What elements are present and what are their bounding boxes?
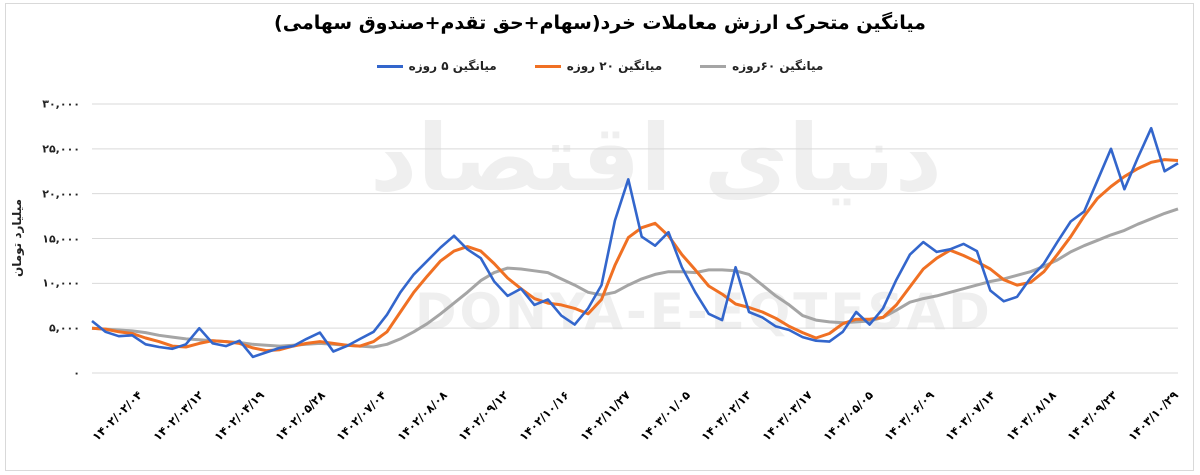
y-tick-label: ۲۰,۰۰۰ bbox=[42, 187, 80, 201]
chart-title: میانگین متحرک ارزش معاملات خرد(سهام+حق ت… bbox=[274, 12, 926, 34]
y-tick-label: ۱۰,۰۰۰ bbox=[42, 276, 80, 290]
y-tick-label: ۱۵,۰۰۰ bbox=[42, 232, 80, 245]
series-line-20day bbox=[91, 158, 1179, 353]
chart-legend: میانگین ۶۰روزه میانگین ۲۰ روزه میانگین ۵… bbox=[0, 59, 1200, 73]
legend-swatch-60day-icon bbox=[700, 64, 727, 68]
chart-frame bbox=[5, 3, 1194, 471]
legend-item-5day: میانگین ۵ روزه bbox=[376, 59, 497, 73]
legend-label-20day: میانگین ۲۰ روزه bbox=[566, 59, 663, 73]
legend-item-20day: میانگین ۲۰ روزه bbox=[534, 59, 663, 73]
y-tick-label: ۵,۰۰۰ bbox=[48, 321, 80, 335]
legend-item-60day: میانگین ۶۰روزه bbox=[700, 59, 823, 73]
series-line-5day bbox=[91, 126, 1179, 359]
legend-swatch-5day-icon bbox=[376, 64, 403, 68]
legend-swatch-20day-icon bbox=[534, 64, 561, 68]
series-line-60day bbox=[91, 207, 1179, 349]
legend-label-60day: میانگین ۶۰روزه bbox=[732, 59, 824, 73]
y-tick-label: ۲۵,۰۰۰ bbox=[42, 142, 80, 156]
y-tick-label: ۳۰,۰۰۰ bbox=[42, 97, 80, 111]
gridlines bbox=[92, 103, 1178, 374]
legend-label-5day: میانگین ۵ روزه bbox=[408, 59, 497, 73]
y-tick-label: ۰ bbox=[73, 366, 80, 380]
